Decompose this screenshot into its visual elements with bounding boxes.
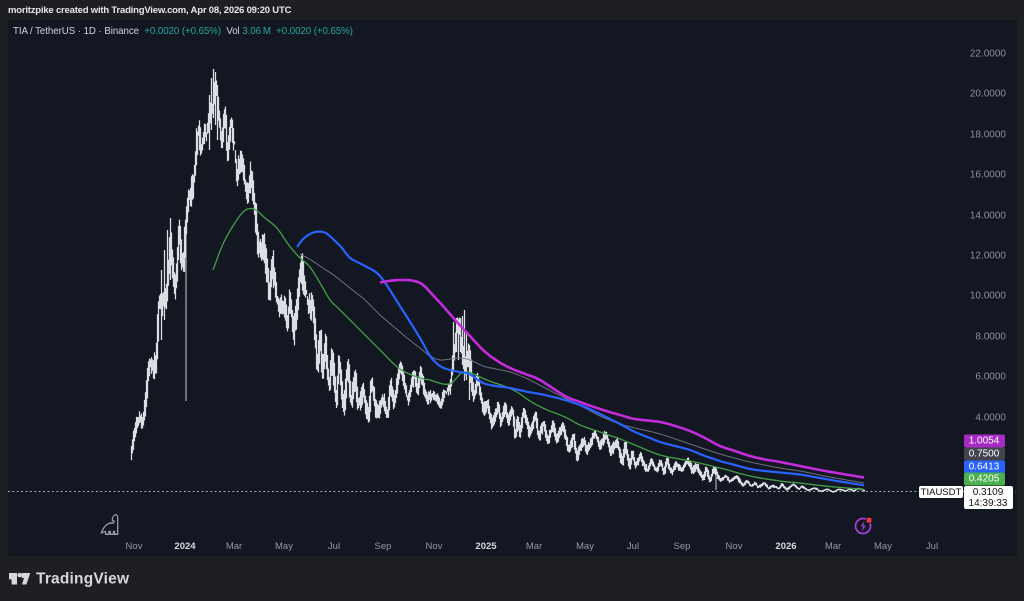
svg-text:TradingView: TradingView xyxy=(36,571,130,588)
